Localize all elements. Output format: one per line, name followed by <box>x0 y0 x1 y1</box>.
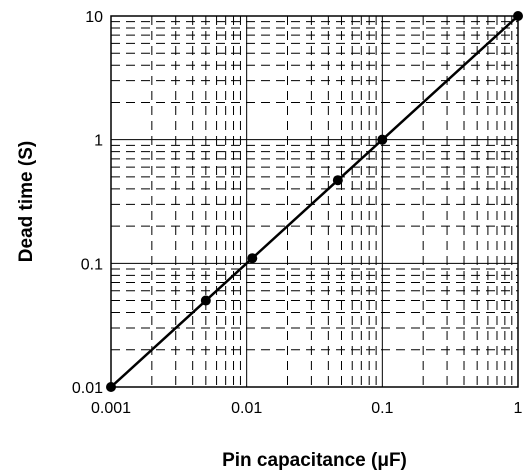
y-tick-label: 0.1 <box>81 256 103 273</box>
data-point <box>513 11 523 21</box>
x-tick-label: 0.01 <box>231 400 262 417</box>
y-axis-label: Dead time (S) <box>16 141 37 262</box>
plot-frame <box>110 15 519 388</box>
data-point <box>377 134 388 145</box>
data-point <box>332 175 343 186</box>
series-layer <box>106 11 523 392</box>
x-tick-labels: 0.001 0.01 0.1 1 <box>91 400 523 417</box>
data-point <box>106 382 116 392</box>
data-point <box>200 295 211 306</box>
x-tick-label: 0.1 <box>371 400 393 417</box>
x-tick-label: 0.001 <box>91 400 131 417</box>
major-grid <box>111 16 518 387</box>
x-tick-label: 1 <box>514 400 523 417</box>
y-tick-labels: 0.01 0.1 1 10 <box>72 9 103 397</box>
y-tick-label: 10 <box>85 9 103 26</box>
series-line <box>110 15 519 388</box>
y-tick-label: 1 <box>94 133 103 150</box>
data-point <box>247 253 258 264</box>
minor-grid <box>111 16 518 387</box>
y-tick-label: 0.01 <box>72 380 103 397</box>
x-axis-label: Pin capacitance (μF) <box>222 450 407 471</box>
